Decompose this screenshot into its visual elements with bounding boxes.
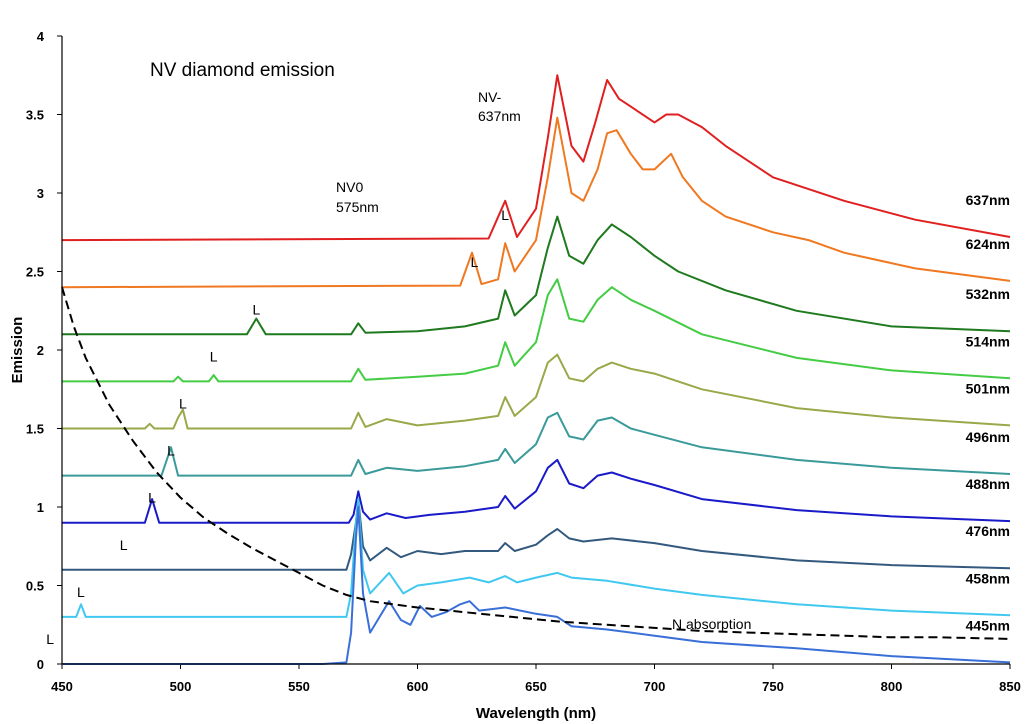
series-label-637nm: 637nm (966, 192, 1010, 208)
series-layer (61, 74, 1011, 665)
y-tick-label: 2 (37, 343, 44, 358)
series-label-501nm: 501nm (966, 380, 1010, 396)
laser-marker-445nm: L (46, 631, 54, 647)
x-tick-label: 500 (170, 679, 192, 694)
series-labels: 637nm 624nm 532nm 514nm 501nm 496nm 488nm 476nm… (966, 192, 1010, 633)
x-axis-title: Wavelength (nm) (476, 705, 596, 722)
laser-marker-637nm: L (501, 207, 509, 223)
y-axis-title: Emission (9, 317, 26, 384)
nv0-annotation-line1: NV0 (336, 179, 363, 195)
series-label-488nm: 488nm (966, 476, 1010, 492)
laser-marker-496nm: L (167, 443, 175, 459)
y-axis-ticks: 0 0.5 1 1.5 2 2.5 3 3.5 4 (26, 29, 62, 672)
laser-marker-514nm: L (210, 348, 218, 364)
x-tick-label: 600 (407, 679, 429, 694)
series-label-532nm: 532nm (966, 286, 1010, 302)
x-tick-label: 850 (999, 679, 1021, 694)
series-line-458nm (62, 498, 1011, 618)
y-tick-label: 0 (37, 657, 44, 672)
series-line-514nm (62, 278, 1011, 383)
series-line-637nm (61, 74, 1011, 242)
x-tick-label: 450 (51, 679, 73, 694)
laser-marker-532nm: L (252, 301, 260, 317)
n-absorption-annotation: N absorption (672, 616, 751, 632)
series-line-532nm (62, 215, 1011, 336)
nv0-annotation-line2: 575nm (336, 199, 379, 215)
laser-marker-476nm: L (120, 537, 128, 553)
x-tick-label: 550 (288, 679, 310, 694)
y-tick-label: 3 (37, 186, 44, 201)
series-label-445nm: 445nm (966, 617, 1010, 633)
y-tick-label: 4 (37, 29, 45, 44)
x-axis-ticks: 450 500 550 600 650 700 750 800 850 (51, 664, 1021, 694)
y-tick-label: 1.5 (26, 422, 44, 437)
x-tick-label: 750 (762, 679, 784, 694)
nvm-annotation-line2: 637nm (478, 108, 521, 124)
series-line-496nm (62, 411, 1011, 477)
n-absorption-curve (61, 286, 1011, 640)
y-tick-label: 2.5 (26, 265, 44, 280)
absorption-layer (61, 286, 1011, 640)
nvm-annotation-line1: NV- (478, 89, 502, 105)
series-line-445nm (62, 506, 1011, 665)
laser-marker-488nm: L (148, 490, 156, 506)
series-label-624nm: 624nm (966, 236, 1010, 252)
laser-marker-501nm: L (179, 396, 187, 412)
series-label-514nm: 514nm (966, 333, 1010, 349)
series-label-476nm: 476nm (966, 523, 1010, 539)
y-tick-label: 3.5 (26, 108, 44, 123)
series-line-624nm (61, 116, 1011, 289)
laser-marker-624nm: L (470, 254, 478, 270)
y-tick-label: 0.5 (26, 579, 44, 594)
series-line-501nm (62, 353, 1011, 430)
series-label-496nm: 496nm (966, 429, 1010, 445)
chart-title: NV diamond emission (150, 60, 335, 81)
series-label-458nm: 458nm (966, 570, 1010, 586)
x-tick-label: 650 (525, 679, 547, 694)
laser-marker-458nm: L (77, 584, 85, 600)
laser-markers: L L L L L L L L L L (46, 207, 509, 647)
y-tick-label: 1 (37, 500, 44, 515)
x-tick-label: 700 (644, 679, 666, 694)
x-tick-label: 800 (881, 679, 903, 694)
series-line-488nm (62, 458, 1011, 524)
